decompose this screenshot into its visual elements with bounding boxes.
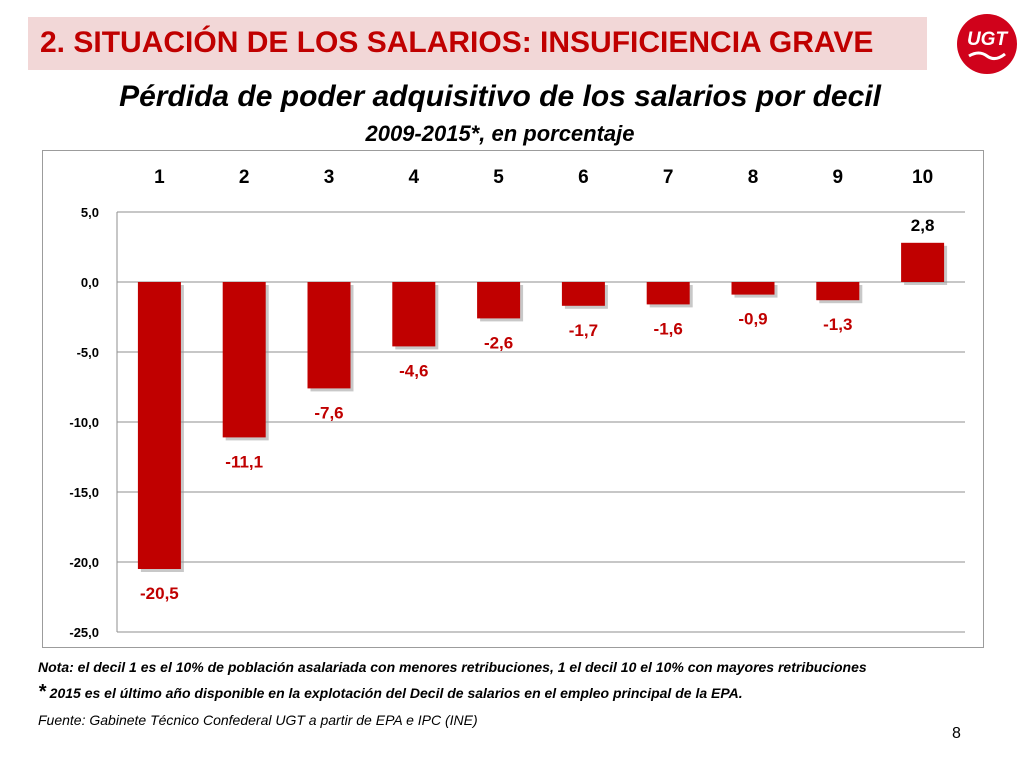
bar <box>816 282 860 301</box>
note-source: Fuente: Gabinete Técnico Confederal UGT … <box>38 712 478 728</box>
bar <box>137 282 181 569</box>
data-label: -1,7 <box>569 321 598 340</box>
data-label: -4,6 <box>399 361 428 380</box>
data-label: -0,9 <box>738 310 767 329</box>
x-tick-label: 9 <box>833 167 844 188</box>
x-tick-label: 3 <box>324 167 335 188</box>
bar <box>561 282 605 306</box>
x-tick-label: 8 <box>748 167 759 188</box>
y-tick-label: -20,0 <box>69 555 99 570</box>
data-label: -1,6 <box>654 319 683 338</box>
y-tick-label: -25,0 <box>69 625 99 640</box>
x-tick-label: 10 <box>912 167 933 188</box>
ugt-logo-text: UGT <box>967 29 1009 50</box>
x-tick-label: 4 <box>409 167 420 188</box>
bar <box>731 282 775 295</box>
note-2015-text: 2015 es el último año disponible en la e… <box>45 685 743 701</box>
note-decil: Nota: el decil 1 es el 10% de población … <box>38 659 867 675</box>
data-label: 2,8 <box>911 216 935 235</box>
bar <box>392 282 436 347</box>
x-tick-label: 2 <box>239 167 250 188</box>
bar-chart: 5,0 0,0 -5,0 -10,0 -15,0 -20,0 -25,0 1 -20,5 2 -11… <box>69 167 965 640</box>
x-tick-label: 6 <box>578 167 589 188</box>
data-label: -7,6 <box>314 403 343 422</box>
slide-title: 2. SITUACIÓN DE LOS SALARIOS: INSUFICIEN… <box>40 26 874 59</box>
data-label: -1,3 <box>823 315 852 334</box>
ugt-logo: UGT <box>957 14 1017 74</box>
chart-title: Pérdida de poder adquisitivo de los sala… <box>119 80 881 113</box>
data-label: -20,5 <box>140 584 179 603</box>
bar <box>477 282 521 319</box>
bar <box>901 242 945 282</box>
chart-frame: 5,0 0,0 -5,0 -10,0 -15,0 -20,0 -25,0 1 -20,5 2 -11… <box>42 150 984 648</box>
note-star-mark: * <box>38 681 46 703</box>
bar <box>222 282 266 438</box>
y-tick-label: -5,0 <box>77 345 99 360</box>
header-band <box>28 17 927 70</box>
chart-subtitle: 2009-2015*, en porcentaje <box>365 121 635 146</box>
note-2015: * 2015 es el último año disponible en la… <box>38 681 978 703</box>
y-tick-label: -15,0 <box>69 485 99 500</box>
bar <box>307 282 351 389</box>
y-tick-label: 0,0 <box>81 275 99 290</box>
y-tick-label: 5,0 <box>81 205 99 220</box>
data-label: -2,6 <box>484 333 513 352</box>
x-tick-label: 7 <box>663 167 674 188</box>
page-number: 8 <box>952 725 961 742</box>
x-tick-label: 5 <box>493 167 504 188</box>
bar <box>646 282 690 305</box>
notes-block: Nota: el decil 1 es el 10% de población … <box>38 659 978 729</box>
x-tick-label: 1 <box>154 167 165 188</box>
data-label: -11,1 <box>225 452 263 471</box>
y-tick-label: -10,0 <box>69 415 99 430</box>
